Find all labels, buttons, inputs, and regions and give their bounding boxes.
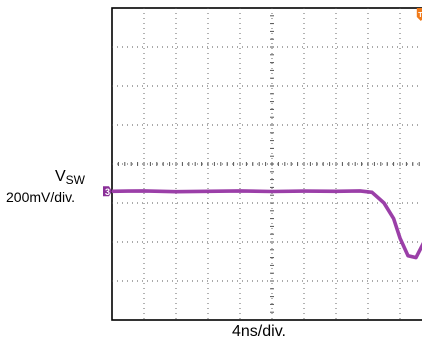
signal-label-subscript: SW bbox=[65, 173, 86, 187]
center-axis-ticks bbox=[117, 15, 420, 313]
vsw-waveform bbox=[112, 189, 422, 260]
trigger-marker-label: T bbox=[418, 12, 422, 19]
channel-marker-label: 3 bbox=[105, 187, 110, 197]
channel-marker-shape bbox=[103, 186, 112, 197]
grid bbox=[112, 8, 422, 320]
vertical-scale-label: 200mV/div. bbox=[6, 189, 75, 205]
trigger-marker-shape bbox=[416, 8, 422, 21]
horizontal-scale-label: 4ns/div. bbox=[232, 323, 286, 340]
markers: 3T bbox=[103, 8, 422, 197]
signal-label-main: V bbox=[55, 168, 66, 185]
signal-label: VSW bbox=[55, 168, 85, 187]
